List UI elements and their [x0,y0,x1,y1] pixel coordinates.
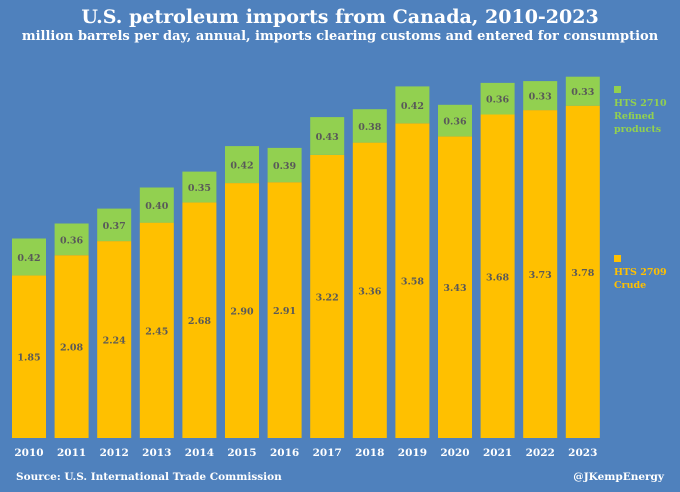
legend-label-crude: HTS 2709 Crude [614,267,667,291]
data-label-refined-2010: 0.42 [17,253,40,264]
x-tick-label-2014: 2014 [185,447,214,459]
data-label-refined-2020: 0.36 [443,117,467,128]
data-label-crude-2011: 2.08 [60,343,84,354]
bar-crude-2018 [352,142,387,438]
bar-crude-2023 [565,105,600,438]
bar-crude-2021 [480,114,515,438]
data-label-crude-2017: 3.22 [316,293,339,304]
legend-refined: HTS 2710 Refined products [614,84,680,136]
bar-refined-2015 [225,146,259,183]
data-label-crude-2015: 2.90 [230,307,254,318]
data-label-crude-2019: 3.58 [401,277,425,288]
data-label-refined-2012: 0.37 [103,221,126,232]
data-label-crude-2022: 3.73 [529,270,552,281]
source-note: Source: U.S. International Trade Commiss… [16,471,282,483]
bar-refined-2011 [54,223,89,256]
x-tick-label-2021: 2021 [483,447,512,459]
bar-refined-2019 [395,86,430,124]
bar-refined-2021 [480,82,515,115]
data-label-crude-2012: 2.24 [103,336,127,347]
data-label-refined-2016: 0.39 [273,161,297,172]
x-tick-label-2011: 2011 [57,447,86,459]
bar-crude-2020 [438,136,472,438]
chart-subtitle: million barrels per day, annual, imports… [21,29,659,44]
bar-crude-2022 [523,110,558,438]
bar-refined-2017 [310,117,345,155]
data-label-crude-2010: 1.85 [17,353,40,364]
bar-crude-2010 [12,275,46,438]
bar-crude-2012 [97,241,132,438]
data-label-refined-2018: 0.38 [358,122,382,133]
bar-refined-2018 [352,109,387,143]
bar-refined-2010 [12,238,46,276]
bar-refined-2020 [438,104,472,137]
x-tick-label-2018: 2018 [355,447,384,459]
bar-crude-2016 [267,182,302,438]
bar-refined-2014 [182,171,217,203]
data-label-crude-2021: 3.68 [486,272,510,283]
bar-crude-2013 [139,222,174,438]
data-label-refined-2011: 0.36 [60,235,84,246]
data-label-refined-2021: 0.36 [486,95,510,106]
bar-crude-2017 [310,154,345,438]
bar-refined-2016 [267,147,302,183]
bar-crude-2011 [54,255,89,438]
bar-refined-2022 [523,81,558,111]
bar-refined-2023 [565,76,600,106]
bar-crude-2015 [225,183,259,438]
data-label-crude-2014: 2.68 [188,316,212,327]
x-tick-label-2023: 2023 [568,447,597,459]
data-label-refined-2019: 0.42 [401,101,424,112]
data-label-crude-2018: 3.36 [358,286,382,297]
legend-swatch-crude [614,255,621,262]
data-label-crude-2016: 2.91 [273,306,296,317]
data-label-refined-2013: 0.40 [145,201,169,212]
x-tick-label-2016: 2016 [270,447,299,459]
data-label-refined-2015: 0.42 [230,161,253,172]
x-tick-label-2019: 2019 [398,447,427,459]
legend-crude: HTS 2709 Crude [614,253,680,292]
data-label-refined-2022: 0.33 [529,92,552,103]
bar-crude-2019 [395,123,430,439]
x-tick-label-2013: 2013 [142,447,171,459]
x-tick-label-2015: 2015 [227,447,256,459]
legend-swatch-refined [614,86,621,93]
data-label-refined-2023: 0.33 [571,87,594,98]
x-tick-label-2017: 2017 [313,447,342,459]
x-tick-label-2012: 2012 [100,447,129,459]
bar-refined-2013 [139,187,174,223]
x-tick-label-2010: 2010 [14,447,43,459]
legend-label-refined: HTS 2710 Refined products [614,98,667,135]
author-handle: @JKempEnergy [573,471,664,483]
data-label-refined-2017: 0.43 [316,132,339,143]
data-label-crude-2013: 2.45 [145,326,168,337]
x-tick-label-2020: 2020 [440,447,469,459]
data-label-crude-2020: 3.43 [443,283,466,294]
data-label-crude-2023: 3.78 [571,268,595,279]
bar-refined-2012 [97,208,132,242]
x-tick-label-2022: 2022 [526,447,555,459]
chart-title: U.S. petroleum imports from Canada, 2010… [81,6,599,28]
data-label-refined-2014: 0.35 [188,183,211,194]
bar-crude-2014 [182,202,217,438]
